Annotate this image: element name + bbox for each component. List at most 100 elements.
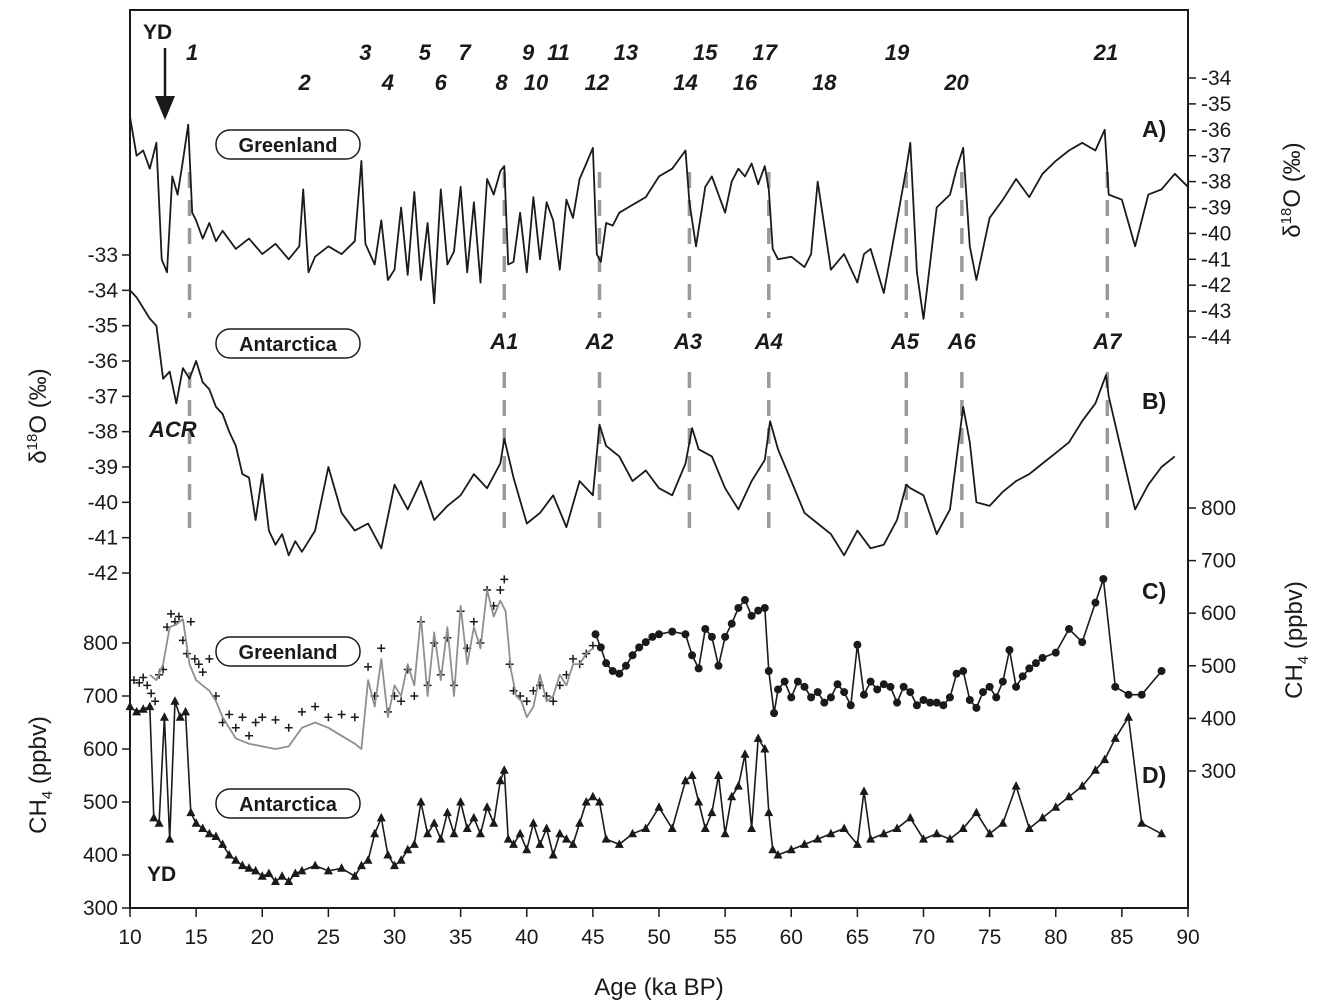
- data-point-triangle: [588, 791, 598, 801]
- data-point-triangle: [1051, 802, 1061, 811]
- data-point-circle: [1025, 664, 1034, 673]
- data-point-triangle: [522, 844, 532, 854]
- data-point-plus: [186, 617, 195, 626]
- data-point-plus: [324, 713, 333, 722]
- data-point-triangle: [714, 770, 724, 779]
- y-tick-label: -41: [1201, 248, 1231, 271]
- antarctic-event-label: A6: [947, 329, 977, 354]
- yd-arrow-head: [155, 96, 175, 120]
- greenland-event-label: 19: [885, 40, 910, 65]
- data-point-triangle: [1024, 823, 1034, 832]
- greenland-event-label: 4: [381, 70, 394, 95]
- data-point-circle: [859, 690, 868, 699]
- site-label-box-d: [215, 788, 361, 819]
- data-point-triangle: [879, 828, 889, 838]
- data-point-plus: [337, 710, 346, 719]
- x-tick-label: 65: [846, 926, 869, 949]
- data-point-triangle: [1123, 712, 1133, 721]
- data-point-circle: [648, 632, 657, 641]
- data-point-circle: [774, 685, 783, 694]
- greenland-event-label: 2: [297, 70, 311, 95]
- data-point-circle: [608, 667, 617, 676]
- greenland-event-label: 8: [495, 70, 508, 95]
- data-point-triangle: [826, 828, 836, 838]
- greenland-event-label: 7: [458, 40, 472, 65]
- data-point-triangle: [998, 818, 1008, 827]
- axes-layer: [122, 9, 1196, 917]
- data-point-plus: [174, 612, 183, 621]
- data-point-circle: [760, 603, 769, 612]
- x-tick-label: 70: [912, 926, 935, 949]
- data-point-circle: [1124, 690, 1133, 699]
- data-point-circle: [1078, 638, 1087, 647]
- data-point-triangle: [905, 812, 915, 822]
- greenland-event-label: 5: [419, 40, 432, 65]
- data-point-triangle: [866, 834, 876, 843]
- data-point-circle: [721, 632, 730, 641]
- y-tick-label: 500: [83, 791, 118, 814]
- data-point-circle: [833, 680, 842, 689]
- greenland-event-label: 11: [547, 40, 570, 65]
- data-point-circle: [596, 643, 605, 652]
- x-tick-label: 80: [1044, 926, 1067, 949]
- greenland-event-label: 15: [693, 40, 718, 65]
- antarctic-event-label: A2: [584, 329, 614, 354]
- data-point-triangle: [839, 823, 849, 832]
- data-point-circle: [840, 688, 849, 697]
- data-point-plus: [500, 575, 509, 584]
- event-lines-layer: [187, 172, 1110, 535]
- data-point-circle: [959, 667, 968, 676]
- series-line: [129, 116, 1189, 320]
- data-point-plus: [397, 697, 406, 706]
- data-point-triangle: [687, 770, 697, 779]
- data-point-circle: [1064, 624, 1073, 633]
- data-point-triangle: [760, 744, 770, 753]
- y-tick-label: 600: [1201, 602, 1236, 625]
- greenland-event-label: 21: [1093, 40, 1118, 65]
- greenland-event-label: 13: [614, 40, 638, 65]
- data-point-circle: [1005, 646, 1014, 655]
- data-point-circle: [846, 701, 855, 710]
- data-point-circle: [1031, 659, 1040, 668]
- data-point-triangle: [1077, 781, 1087, 790]
- ch4-right-axis-title: CH4 (ppbv): [1281, 581, 1312, 699]
- data-point-triangle: [383, 850, 393, 859]
- data-point-circle: [965, 695, 974, 704]
- data-point-triangle: [218, 839, 228, 848]
- data-point-circle: [747, 611, 756, 620]
- data-point-triangle: [376, 812, 386, 822]
- data-point-triangle: [568, 839, 578, 848]
- data-point-triangle: [700, 823, 710, 832]
- data-point-circle: [770, 709, 779, 718]
- greenland-event-label: 3: [359, 40, 371, 65]
- data-point-triangle: [211, 831, 221, 840]
- data-point-circle: [628, 651, 637, 660]
- data-point-triangle: [654, 802, 664, 811]
- data-point-triangle: [186, 807, 196, 817]
- x-tick-label: 20: [251, 926, 274, 949]
- x-tick-label: 55: [713, 926, 736, 949]
- data-point-plus: [258, 713, 267, 722]
- data-point-triangle: [310, 860, 320, 870]
- y-tick-label: -33: [88, 244, 118, 267]
- data-point-triangle: [237, 860, 247, 870]
- data-point-triangle: [753, 733, 763, 742]
- data-point-triangle: [284, 876, 294, 885]
- data-point-circle: [813, 688, 822, 697]
- x-tick-label: 45: [581, 926, 604, 949]
- y-tick-label: -42: [88, 562, 118, 585]
- data-point-triangle: [575, 818, 585, 827]
- data-point-triangle: [581, 797, 591, 806]
- data-point-plus: [496, 586, 505, 594]
- data-point-circle: [1111, 682, 1120, 691]
- data-point-triangle: [764, 807, 774, 817]
- panel-letter-d: D): [1142, 762, 1166, 788]
- data-point-plus: [205, 654, 214, 663]
- data-point-triangle: [297, 865, 307, 875]
- data-point-circle: [1099, 575, 1108, 584]
- data-point-triangle: [932, 828, 942, 838]
- y-tick-label: 300: [83, 897, 118, 920]
- data-point-triangle: [1011, 781, 1021, 790]
- data-point-triangle: [198, 823, 208, 832]
- data-point-triangle: [919, 834, 928, 843]
